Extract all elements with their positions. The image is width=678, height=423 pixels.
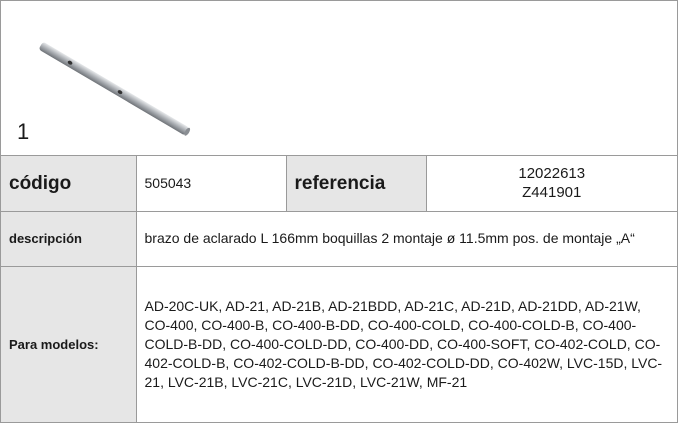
value: brazo de aclarado L 166mm boquillas 2 mo…: [135, 210, 677, 267]
row: descripción brazo de aclarado L 166mm bo…: [1, 210, 677, 267]
label: Para modelos:: [1, 265, 137, 422]
row: código 505043 referencia 12022613 Z441901: [1, 156, 677, 212]
spec-table: código 505043 referencia 12022613 Z441901…: [1, 156, 677, 422]
figure: 1: [1, 1, 677, 156]
rod: [39, 42, 191, 136]
value: AD-20C-UK, AD-21, AD-21B, AD-21BDD, AD-2…: [135, 265, 677, 422]
part-image: [39, 42, 191, 136]
label: referencia: [285, 156, 427, 212]
label: código: [1, 156, 137, 212]
ref-line: Z441901: [522, 184, 582, 202]
value: 12022613 Z441901: [425, 156, 677, 212]
row: Para modelos: AD-20C-UK, AD-21, AD-21B, …: [1, 265, 677, 422]
ref-line: 12022613: [518, 165, 586, 183]
value: 505043: [135, 156, 287, 212]
label: descripción: [1, 210, 137, 267]
figure-label: 1: [17, 119, 30, 144]
